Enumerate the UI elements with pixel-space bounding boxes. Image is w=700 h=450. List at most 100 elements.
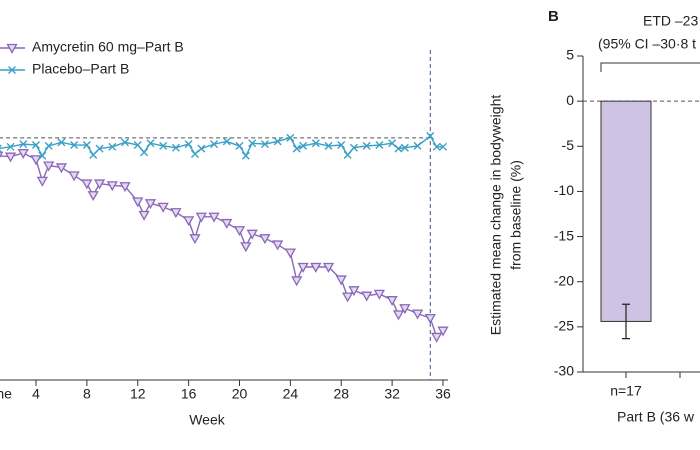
marker — [432, 142, 441, 151]
marker — [272, 240, 284, 251]
y-tick-label: -10 — [554, 182, 574, 198]
x-tick-label: 16 — [181, 386, 197, 402]
marker — [119, 182, 131, 193]
marker — [361, 291, 373, 302]
marker — [138, 210, 150, 221]
marker — [197, 144, 206, 153]
marker — [343, 150, 352, 159]
marker — [413, 141, 422, 150]
y-tick-label: -20 — [554, 272, 574, 288]
y-tick-label: -15 — [554, 227, 574, 243]
marker — [284, 248, 296, 259]
marker — [399, 304, 411, 315]
marker — [335, 275, 347, 286]
annotation: ETD –23 — [643, 13, 698, 29]
marker — [394, 144, 403, 153]
marker — [259, 234, 271, 245]
bracket — [600, 62, 700, 72]
marker — [44, 141, 53, 150]
y-axis-label: from baseline (%) — [508, 160, 524, 270]
marker — [322, 262, 335, 273]
marker — [208, 212, 220, 223]
marker — [297, 262, 309, 273]
series-line — [0, 152, 444, 339]
marker — [411, 309, 424, 320]
marker — [221, 218, 233, 229]
marker — [171, 143, 180, 152]
y-axis-label: Estimated mean change in bodyweight — [488, 95, 504, 336]
marker — [375, 141, 384, 150]
x-tick-label: 32 — [384, 386, 400, 402]
marker — [426, 132, 435, 141]
marker — [6, 43, 18, 54]
marker — [19, 140, 28, 149]
x-tick-label: 4 — [32, 386, 40, 402]
marker — [0, 144, 2, 153]
marker — [222, 137, 231, 146]
marker — [82, 141, 91, 150]
x-tick-label: n=17 — [610, 383, 642, 399]
y-tick-label: -5 — [562, 137, 575, 153]
marker — [210, 140, 219, 149]
marker — [144, 199, 157, 210]
marker — [159, 141, 168, 150]
marker — [388, 139, 397, 148]
marker — [392, 310, 405, 321]
marker — [246, 229, 258, 240]
marker — [31, 141, 40, 150]
marker — [6, 142, 15, 151]
marker — [132, 197, 144, 208]
marker — [248, 139, 257, 148]
marker — [106, 181, 118, 192]
legend-label: Placebo–Part B — [32, 61, 129, 77]
y-tick-label: 0 — [566, 92, 574, 108]
marker — [189, 234, 201, 245]
marker — [38, 151, 47, 160]
marker — [4, 152, 17, 163]
error-bar — [622, 303, 630, 340]
y-tick-label: 5 — [566, 47, 574, 63]
marker — [17, 148, 29, 159]
marker — [157, 202, 169, 213]
marker — [140, 148, 149, 157]
marker — [68, 171, 80, 182]
marker — [184, 140, 193, 149]
y-tick-label: -25 — [554, 318, 574, 334]
x-axis-label: Part B (36 w — [617, 409, 695, 425]
bar — [600, 100, 652, 322]
x-tick-label: 24 — [283, 386, 299, 402]
marker — [57, 138, 66, 147]
marker — [133, 141, 142, 150]
marker — [291, 276, 303, 287]
marker — [121, 138, 130, 147]
x-tick-label: 20 — [232, 386, 248, 402]
marker — [349, 143, 358, 152]
marker — [190, 149, 199, 158]
marker — [108, 142, 117, 151]
marker — [299, 141, 308, 150]
marker — [93, 179, 106, 190]
x-tick-label: 28 — [333, 386, 349, 402]
marker — [337, 141, 346, 150]
marker — [146, 139, 155, 148]
marker — [89, 150, 98, 159]
marker — [292, 144, 301, 153]
marker — [55, 163, 68, 174]
x-tick-label: 8 — [83, 386, 91, 402]
marker — [437, 326, 449, 337]
annotation: (95% CI –30·8 t — [598, 36, 696, 52]
series-line — [0, 135, 443, 158]
marker — [386, 296, 398, 307]
marker — [81, 179, 93, 190]
marker — [182, 216, 195, 227]
marker — [362, 141, 371, 150]
marker — [311, 139, 320, 148]
marker — [400, 143, 409, 152]
marker — [36, 176, 48, 187]
y-tick-label: -30 — [554, 363, 574, 379]
x-tick-label: 36 — [435, 386, 451, 402]
x-tick-label: Baseline — [0, 386, 12, 402]
marker — [439, 142, 447, 151]
x-tick-label: 12 — [130, 386, 146, 402]
